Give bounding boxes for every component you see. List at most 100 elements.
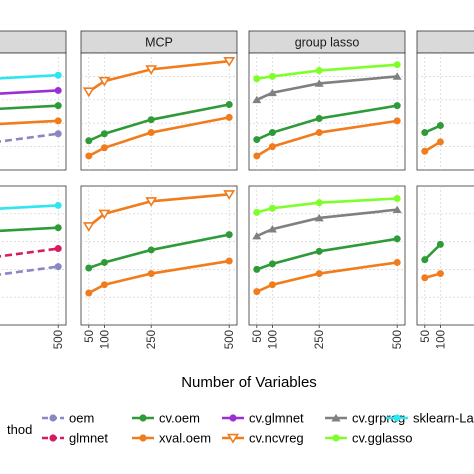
x-tick-label: 100 (99, 330, 111, 349)
data-point (253, 75, 261, 83)
series-oem (0, 130, 62, 143)
data-point (252, 95, 262, 104)
legend-item-glmnet: glmnet (42, 431, 108, 446)
legend-item-cv-gglasso: cv.gglasso (325, 431, 412, 446)
data-point (147, 246, 155, 254)
series-oem (0, 263, 62, 276)
legend-label: cv.oem (159, 411, 200, 426)
legend-key-marker (393, 414, 401, 422)
panel-4 (0, 185, 67, 326)
data-point (54, 71, 62, 79)
panel-1: MCP (80, 30, 238, 171)
data-point (223, 57, 236, 67)
x-tick-label: 50 (252, 330, 264, 343)
series-line (256, 237, 398, 271)
panel-0: o (0, 30, 67, 171)
data-point (315, 129, 323, 137)
legend-item-cv-oem: cv.oem (132, 411, 200, 426)
series-xval-oem (253, 117, 401, 160)
series-cv-oem (0, 102, 62, 111)
series-line (256, 63, 398, 81)
series-xval-oem (253, 258, 401, 296)
data-point (54, 117, 62, 125)
data-point (268, 129, 276, 137)
data-point (85, 137, 93, 145)
x-tick-label: 50 (420, 330, 432, 343)
data-point (268, 204, 276, 212)
series-line (0, 104, 59, 111)
series-line (423, 243, 442, 261)
series-line (256, 208, 398, 238)
series-line (0, 226, 59, 233)
series-xval-oem (421, 270, 444, 282)
series-line (256, 261, 398, 293)
panel-6 (248, 185, 406, 326)
panel-frame (80, 185, 238, 326)
data-point (392, 72, 402, 80)
panel-strip (416, 30, 474, 54)
data-point (145, 65, 158, 75)
data-point (436, 270, 444, 278)
data-point (314, 213, 324, 222)
legend-label: xval.oem (159, 431, 211, 446)
series-cv-oem (253, 102, 401, 144)
panel-2: group lasso (248, 30, 406, 171)
series-line (256, 119, 398, 158)
legend-key-marker (139, 414, 147, 422)
data-point (54, 245, 62, 253)
data-point (421, 147, 429, 155)
series-line (88, 59, 230, 93)
data-point (436, 138, 444, 146)
data-point (393, 117, 401, 125)
data-point (393, 258, 401, 266)
data-point (225, 231, 233, 239)
series-glmnet (0, 245, 62, 258)
series-sklearn-la (0, 201, 62, 210)
series-cv-oem (421, 240, 444, 264)
series-cv-grpreg (252, 205, 402, 240)
legend-item-cv-glmnet: cv.glmnet (222, 411, 304, 426)
x-tick-label: 500 (392, 330, 404, 349)
series-line (0, 119, 59, 126)
series-cv-ncvreg (82, 190, 236, 232)
data-point (100, 130, 108, 138)
series-line (256, 197, 398, 214)
series-cv-grpreg (252, 72, 402, 104)
data-point (54, 86, 62, 94)
data-point (392, 205, 402, 214)
data-point (147, 270, 155, 278)
series-line (88, 259, 230, 295)
data-point (315, 67, 323, 75)
series-cv-gglasso (253, 195, 401, 216)
data-point (100, 281, 108, 289)
x-tick-label: 100 (435, 330, 447, 349)
legend-label: cv.grpreg (352, 411, 405, 426)
legend-label: sklearn-La (413, 411, 474, 426)
legend-key-marker (229, 414, 237, 422)
legend: thod oem glmnet cv.oem xval.oem cv.glmnet cv.… (7, 411, 474, 446)
data-point (315, 199, 323, 207)
legend-key-marker (332, 434, 340, 442)
legend-label: cv.glmnet (249, 411, 304, 426)
data-point (147, 116, 155, 124)
data-point (54, 201, 62, 209)
data-point (421, 274, 429, 282)
series-xval-oem (421, 138, 444, 155)
data-point (100, 258, 108, 266)
series-sklearn-la (0, 71, 62, 80)
series-line (256, 104, 398, 141)
series-cv-ncvreg (82, 57, 236, 98)
series-line (0, 73, 59, 80)
panel-title: group lasso (295, 36, 360, 50)
x-tick-label: 500 (224, 330, 236, 349)
series-cv-glmnet (0, 86, 62, 95)
data-point (82, 222, 95, 232)
x-tick-label: 250 (314, 330, 326, 349)
data-point (315, 247, 323, 255)
panel-frame (248, 52, 406, 171)
series-line (0, 265, 59, 276)
data-point (436, 122, 444, 130)
data-point (225, 100, 233, 108)
legend-item-cv-ncvreg: cv.ncvreg (222, 431, 304, 446)
